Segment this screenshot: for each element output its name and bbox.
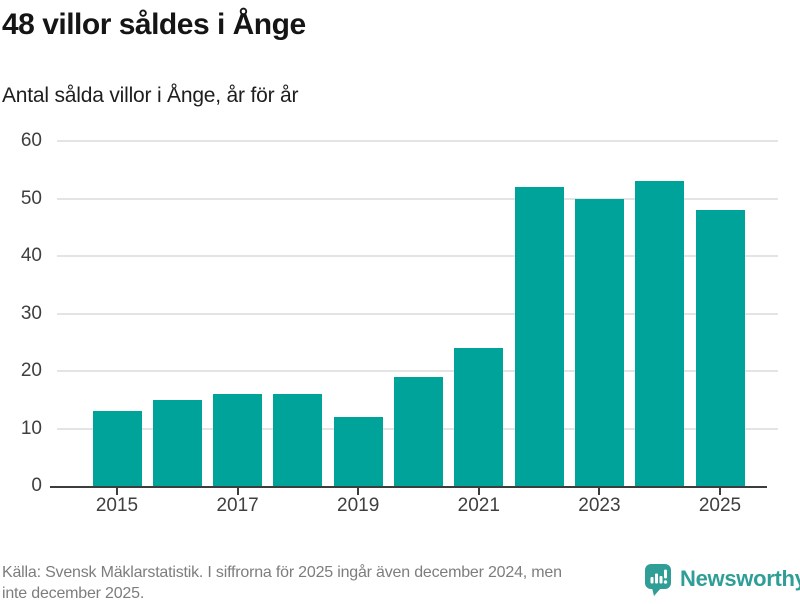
bar-2017 bbox=[213, 394, 263, 486]
bar-2019 bbox=[333, 417, 383, 486]
gridline bbox=[57, 255, 778, 257]
x-tick-label: 2017 bbox=[216, 495, 259, 516]
y-tick-label: 30 bbox=[20, 302, 42, 324]
bar-2025 bbox=[695, 210, 745, 486]
gridline bbox=[57, 197, 778, 200]
y-tick-label: 0 bbox=[31, 475, 42, 496]
bar-2020 bbox=[394, 376, 443, 486]
x-tick-label: 2025 bbox=[698, 495, 742, 516]
bar-chart-speech-bubble-icon bbox=[645, 564, 671, 596]
y-tick-label: 60 bbox=[20, 130, 42, 151]
plot-area: 0 10 20 30 40 50 60 2015 2017 2019 2021 2023 2025 bbox=[21, 131, 778, 516]
bar-2021 bbox=[454, 348, 504, 486]
x-axis-tick bbox=[477, 488, 480, 495]
chart-subtitle: Antal sålda villor i Ånge, år för år bbox=[2, 84, 299, 107]
gridline bbox=[57, 140, 778, 142]
bar-2024 bbox=[635, 181, 685, 486]
bar-2016 bbox=[152, 399, 202, 486]
gridline bbox=[57, 312, 778, 315]
x-axis-tick bbox=[719, 488, 721, 495]
bar-2015 bbox=[92, 411, 142, 486]
bar-2022 bbox=[514, 187, 564, 486]
y-tick-label: 50 bbox=[20, 187, 42, 209]
y-tick-label: 20 bbox=[20, 360, 42, 381]
x-tick-label: 2023 bbox=[578, 495, 621, 516]
newsworthy-logo: Newsworthy bbox=[645, 564, 800, 597]
bar-2023 bbox=[574, 198, 624, 486]
brand-name: Newsworthy bbox=[680, 566, 800, 591]
x-axis-tick bbox=[116, 488, 118, 495]
y-tick-label: 40 bbox=[20, 245, 42, 266]
x-axis-tick bbox=[236, 488, 239, 495]
x-axis-line bbox=[50, 486, 767, 488]
source-note-line1: Källa: Svensk Mäklarstatistik. I siffror… bbox=[2, 564, 562, 581]
x-axis-tick bbox=[598, 488, 601, 495]
source-note-line2: inte december 2025. bbox=[2, 585, 145, 602]
y-tick-label: 10 bbox=[20, 417, 42, 439]
x-tick-label: 2015 bbox=[95, 495, 139, 516]
x-tick-label: 2019 bbox=[337, 495, 380, 516]
gridline bbox=[57, 370, 778, 372]
x-tick-label: 2021 bbox=[457, 495, 500, 516]
y-axis-labels: 0 10 20 30 40 50 60 bbox=[2, 131, 42, 496]
bar-2018 bbox=[273, 394, 323, 486]
source-note: Källa: Svensk Mäklarstatistik. I siffror… bbox=[2, 562, 650, 604]
x-axis-tick bbox=[357, 488, 360, 495]
chart-title: 48 villor såldes i Ånge bbox=[2, 8, 306, 41]
